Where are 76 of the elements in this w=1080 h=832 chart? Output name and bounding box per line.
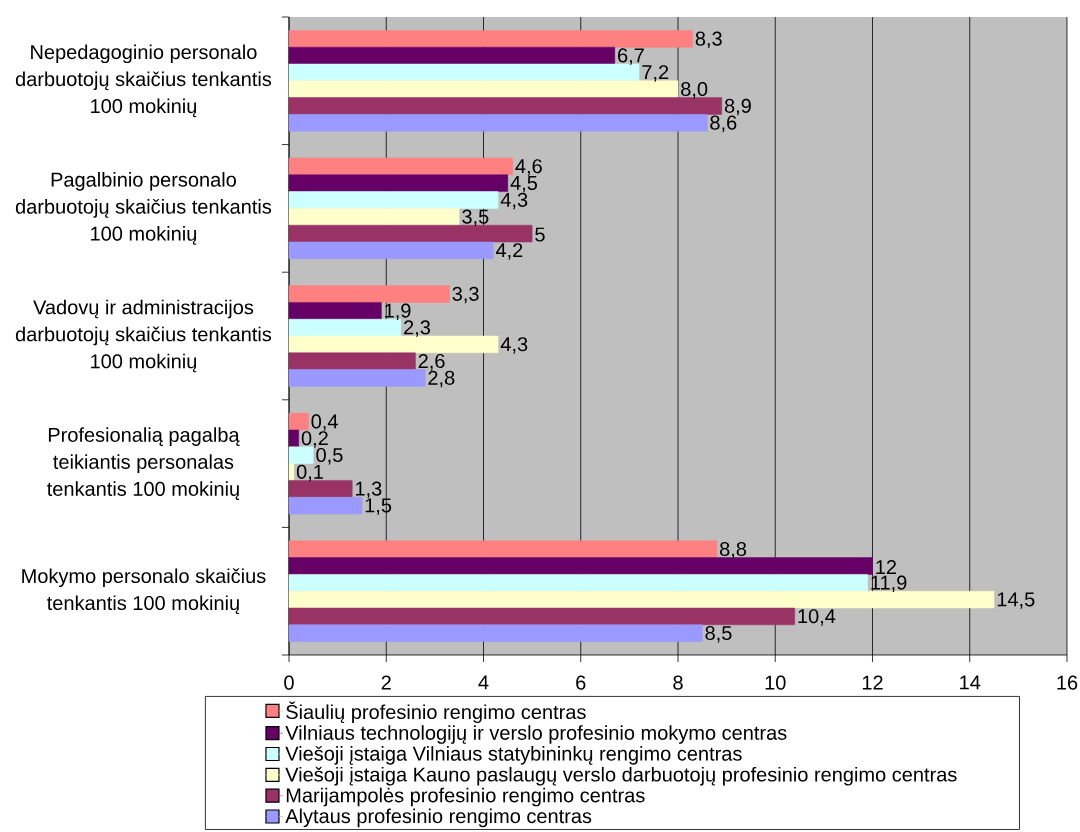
legend-label: Šiaulių profesinio rengimo centras — [286, 701, 586, 724]
bar — [288, 224, 533, 243]
x-tick-label: 16 — [1057, 675, 1078, 690]
bar — [288, 46, 616, 65]
data-label: 2,6 — [418, 353, 445, 371]
bar — [288, 540, 718, 558]
bar — [288, 574, 868, 592]
x-tick-label: 0 — [284, 675, 294, 690]
bar — [288, 285, 450, 303]
bar — [288, 590, 995, 609]
bar — [288, 480, 353, 498]
data-label: 8,5 — [705, 625, 732, 643]
bar — [288, 624, 703, 642]
legend-label: Marijampolės profesinio rengimo centras — [286, 787, 645, 807]
data-label: 4,5 — [510, 176, 538, 193]
data-label: 4,6 — [515, 159, 542, 176]
bar — [288, 335, 499, 354]
x-tick-label: 2 — [381, 675, 391, 690]
y-tick-label: Nepedagoginio personalo darbuotojų skaičius tenkantis 100 mokinių — [15, 44, 272, 118]
x-tick-label: 4 — [478, 675, 489, 690]
bar — [288, 174, 509, 192]
data-label: 8,0 — [681, 81, 708, 99]
bar — [288, 496, 363, 515]
bar — [288, 208, 460, 226]
data-label: 4,3 — [500, 192, 528, 210]
bar — [288, 318, 402, 337]
bar — [288, 429, 299, 448]
bar — [288, 369, 426, 387]
data-label: 0,4 — [311, 414, 338, 431]
y-tick-label: Profesionalią pagalbą teikiantis personalas tenkantis 100 mokinių — [47, 427, 240, 500]
bar — [288, 241, 494, 260]
bar — [288, 114, 708, 132]
data-label: 1,3 — [355, 481, 382, 499]
bar — [288, 30, 693, 48]
x-tick-label: 14 — [960, 675, 981, 690]
data-label: 8,8 — [720, 541, 747, 559]
legend-label: Viešoji įstaiga Kauno paslaugų verslo darbuotojų profesinio rengimo centras — [285, 766, 957, 786]
y-tick-label: Mokymo personalo skaičius tenkantis 100 mokinių — [22, 568, 266, 615]
x-tick-label: 6 — [576, 675, 586, 690]
data-label: 8,9 — [724, 98, 751, 116]
data-label: 8,6 — [710, 115, 737, 133]
data-label: 2,3 — [404, 320, 431, 337]
bar — [288, 157, 513, 176]
bar — [288, 446, 314, 464]
data-label: 12 — [876, 560, 896, 574]
bar — [288, 80, 679, 98]
bar — [288, 463, 295, 481]
data-label: 5 — [535, 227, 545, 242]
data-label: 3,3 — [452, 286, 479, 304]
data-label: 0,5 — [316, 447, 343, 465]
bar — [288, 97, 723, 115]
data-label: 4,3 — [500, 337, 528, 354]
bar — [288, 607, 795, 626]
bar — [288, 412, 309, 431]
x-tick-label: 12 — [862, 675, 883, 690]
legend-label: Alytaus profesinio rengimo centras — [285, 808, 592, 828]
bar — [288, 63, 640, 82]
data-label: 0,1 — [296, 464, 323, 482]
data-label: 0,2 — [301, 431, 328, 448]
data-label: 8,3 — [695, 31, 722, 49]
legend-label: Vilniaus technologijų ir verslo profesinio mokymo centras — [285, 725, 787, 744]
data-label: 2,8 — [428, 370, 455, 388]
bar — [288, 191, 499, 209]
bar — [288, 557, 873, 575]
x-tick-label: 10 — [765, 675, 786, 690]
data-label: 14,5 — [997, 592, 1035, 609]
y-tick-label: Pagalbinio personalo darbuotojų skaičius tenkantis 100 mokinių — [15, 172, 272, 245]
bar — [288, 302, 382, 320]
data-label: 7,2 — [642, 65, 669, 82]
data-label: 4,2 — [495, 243, 523, 260]
x-tick-label: 8 — [673, 675, 683, 690]
bar — [288, 352, 416, 370]
data-label: 6,7 — [618, 48, 644, 65]
legend-label: Viešoji įstaiga Vilniaus statybininkų rengimo centras — [285, 746, 742, 765]
y-tick-label: Vadovų ir administracijos darbuotojų skaičius tenkantis 100 mokinių — [15, 299, 272, 373]
data-label: 10,4 — [798, 609, 836, 626]
